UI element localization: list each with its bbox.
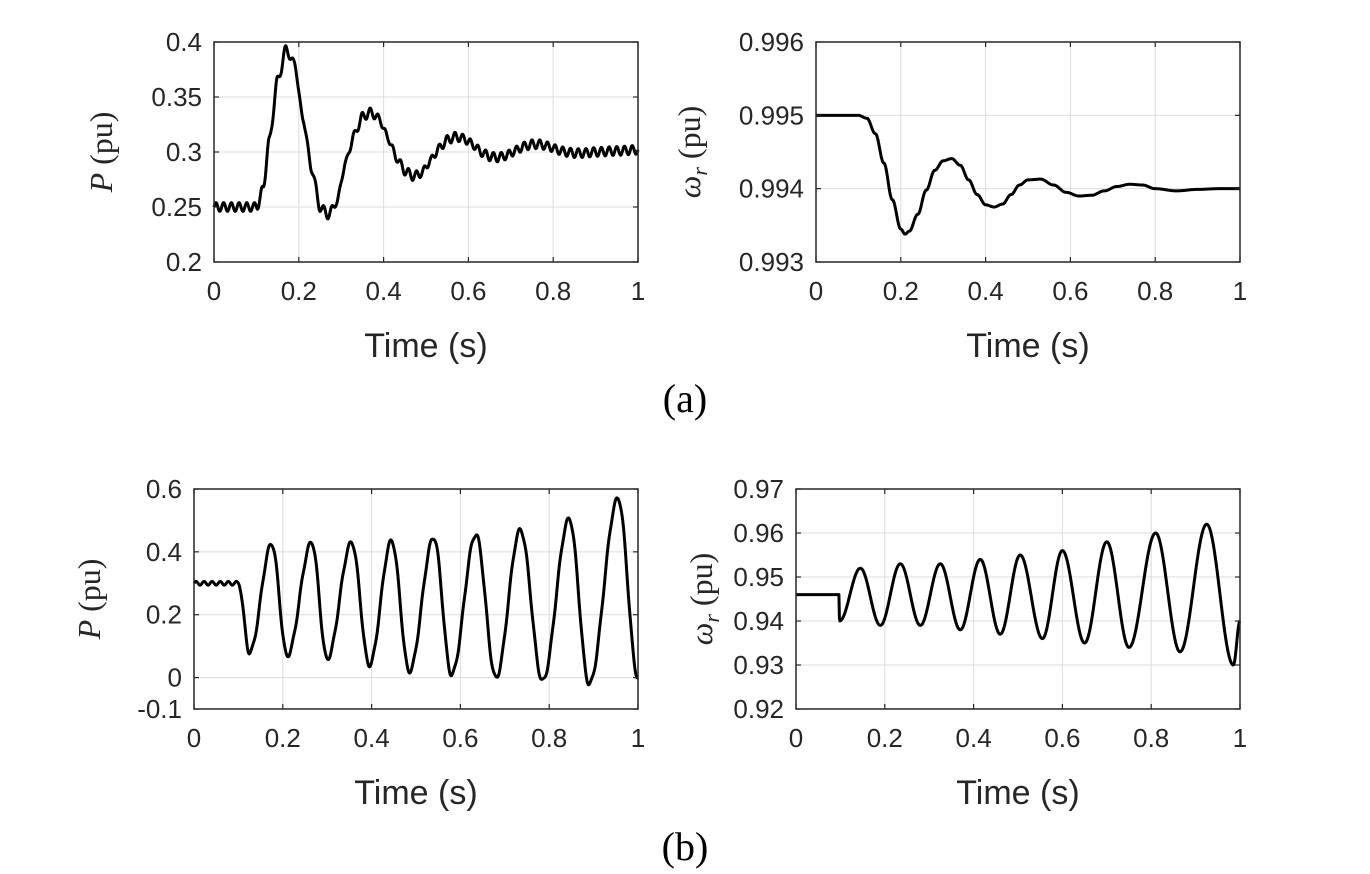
x-tick-label: 0.2 (867, 723, 903, 753)
y-axis-unit: (pu) (83, 112, 119, 173)
y-axis-label: ωr (pu) (671, 106, 712, 198)
y-tick-label: 0 (168, 663, 182, 693)
y-tick-label: 0.995 (739, 100, 804, 130)
x-tick-label: 1 (631, 723, 645, 753)
x-tick-label: 1 (1233, 723, 1247, 753)
x-tick-label: 0 (187, 723, 201, 753)
y-tick-label: -0.1 (137, 694, 182, 724)
caption-b: (b) (662, 824, 709, 869)
plot-a-right: 0 0.2 0.4 0.6 0.8 1 0.993 0.994 0.995 0.996 Time (… (671, 27, 1247, 365)
x-tick-label: 0.4 (956, 723, 992, 753)
x-tick-label: 0.6 (442, 723, 478, 753)
y-axis-unit: (pu) (71, 559, 107, 620)
y-tick-label: 0.95 (733, 562, 784, 592)
x-axis-label: Time (s) (364, 327, 487, 365)
x-tick-label: 1 (631, 276, 645, 306)
plot-b-left: 0 0.2 0.4 0.6 0.8 1 -0.10 0.2 0.4 0.6 Time (s) P (p… (71, 474, 645, 812)
y-tick-label: 0.25 (151, 192, 202, 222)
x-axis-label: Time (s) (956, 774, 1079, 812)
y-axis-label: P (pu) (83, 112, 119, 194)
caption-a: (a) (663, 376, 707, 421)
axes-box (193, 488, 639, 710)
y-tick-label: 0.994 (739, 174, 804, 204)
y-axis-subscript: r (687, 167, 712, 176)
y-tick-label: 0.993 (739, 247, 804, 277)
y-tick-label: 0.2 (146, 600, 182, 630)
y-tick-label: 0.6 (146, 474, 182, 504)
series-line (192, 496, 640, 687)
y-tick-label: 0.4 (166, 27, 202, 57)
y-tick-label: 0.96 (733, 518, 784, 548)
y-tick-label: 0.93 (733, 650, 784, 680)
x-tick-label: 0.6 (450, 276, 486, 306)
y-axis-symbol: ω (671, 176, 707, 199)
y-axis-symbol: ω (683, 623, 719, 646)
y-axis-label: ωr (pu) (683, 553, 724, 645)
y-tick-label: 0.4 (146, 537, 182, 567)
y-axis-unit: (pu) (671, 106, 707, 167)
y-axis-unit: (pu) (683, 553, 719, 614)
y-tick-label: 0.97 (733, 474, 784, 504)
x-tick-label: 0 (789, 723, 803, 753)
y-tick-label: 0.2 (166, 247, 202, 277)
x-axis-label: Time (s) (354, 774, 477, 812)
x-tick-label: 0.6 (1044, 723, 1080, 753)
x-tick-label: 0.8 (1137, 276, 1173, 306)
y-tick-label: 0.3 (166, 137, 202, 167)
x-tick-label: 0.4 (968, 276, 1004, 306)
y-axis-label: P (pu) (71, 559, 107, 641)
x-axis-label: Time (s) (966, 327, 1089, 365)
y-tick-label: 0.996 (739, 27, 804, 57)
y-axis-symbol: P (71, 620, 107, 641)
x-tick-label: 0.2 (281, 276, 317, 306)
axes-box (795, 488, 1241, 710)
x-tick-label: 0.4 (366, 276, 402, 306)
x-tick-label: 0.4 (354, 723, 390, 753)
y-tick-label: 0.35 (151, 82, 202, 112)
y-axis-subscript: r (699, 614, 724, 623)
y-tick-label: 0.92 (733, 694, 784, 724)
x-tick-label: 0.8 (1133, 723, 1169, 753)
x-tick-label: 1 (1233, 276, 1247, 306)
x-tick-label: 0.8 (531, 723, 567, 753)
y-tick-label: 0.94 (733, 606, 784, 636)
x-tick-label: 0.6 (1052, 276, 1088, 306)
series-line (212, 44, 640, 221)
x-tick-label: 0.2 (265, 723, 301, 753)
x-tick-label: 0.2 (883, 276, 919, 306)
x-tick-label: 0 (809, 276, 823, 306)
x-tick-label: 0.8 (535, 276, 571, 306)
axes-box (815, 41, 1241, 263)
series-line (814, 113, 1242, 236)
series-line (794, 522, 1242, 667)
x-tick-label: 0 (207, 276, 221, 306)
plot-b-right: 0 0.2 0.4 0.6 0.8 1 0.92 0.93 0.94 0.95 0.96 0.97 Ti… (683, 474, 1247, 812)
y-axis-symbol: P (83, 173, 119, 194)
